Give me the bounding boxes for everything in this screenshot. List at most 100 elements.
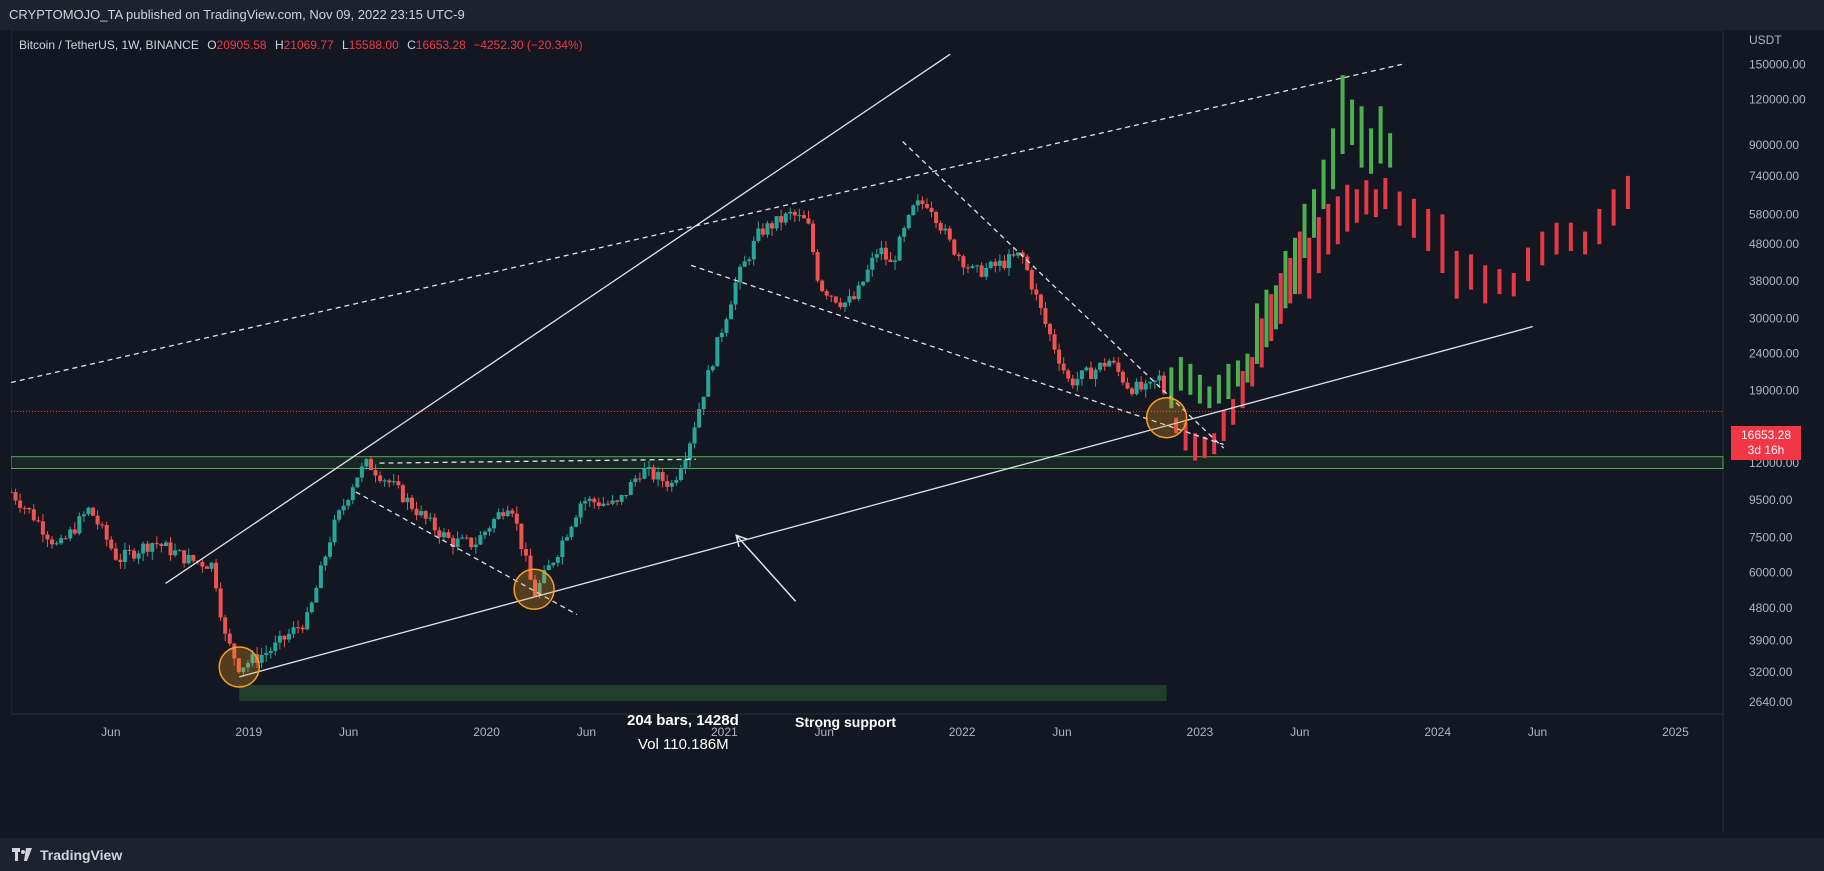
candle-bear: [1139, 381, 1144, 390]
candle-bull: [555, 557, 560, 563]
candle-bear: [665, 481, 670, 487]
candle-bull: [268, 651, 273, 653]
candle-bear: [1057, 349, 1062, 364]
candle-bear: [223, 617, 228, 634]
candle-bull: [687, 443, 692, 460]
legend-open: 20905.58: [216, 38, 267, 52]
candle-bull: [610, 500, 615, 504]
candle-bull: [569, 526, 574, 538]
candle-bear: [965, 267, 970, 269]
candle-bull: [318, 565, 323, 589]
time-tick-label: 2023: [1187, 725, 1214, 739]
candle-bear: [1061, 363, 1066, 371]
candle-bear: [95, 515, 100, 525]
projection-bar-green: [1169, 367, 1174, 409]
candle-bear: [1025, 256, 1030, 270]
legend-open-label: O: [207, 38, 217, 52]
legend-low: 15588.00: [348, 38, 399, 52]
candle-bull: [861, 281, 866, 286]
candle-bull: [842, 302, 847, 308]
candle-bull: [337, 510, 342, 520]
projection-bar-green: [1302, 203, 1307, 258]
candle-bull: [1107, 360, 1112, 367]
price-chart[interactable]: USDT 2640.00 3200.00 3900.00 4800.00 6000.00 7…: [11, 30, 1811, 832]
candle-bull: [86, 507, 91, 515]
candle-bull: [1006, 254, 1011, 269]
candle-bull: [177, 550, 182, 552]
price-tick-label: 9500.00: [1749, 493, 1793, 507]
price-tick-label: 6000.00: [1749, 566, 1793, 580]
price-tick-label: 7500.00: [1749, 530, 1793, 544]
price-tick-label: 30000.00: [1749, 311, 1799, 325]
candle-bull: [273, 642, 278, 652]
candle-bull: [186, 554, 191, 564]
candle-bull: [77, 516, 82, 534]
candle-bull: [788, 211, 793, 214]
candle-bear: [779, 216, 784, 223]
candle-bear: [523, 549, 528, 556]
projection-bar-red: [1278, 273, 1283, 324]
candle-bear: [956, 254, 961, 257]
projection-bar-green: [1359, 106, 1364, 168]
candle-bear: [27, 507, 32, 510]
candle-bull: [1148, 381, 1153, 384]
candle-bull: [1075, 378, 1080, 386]
tradingview-logo-icon: [12, 847, 32, 861]
candle-bull: [428, 517, 433, 519]
projection-bar-green: [1378, 106, 1383, 164]
candle-bear: [31, 509, 36, 521]
highlight-circle: [218, 646, 261, 688]
candle-bear: [227, 633, 232, 644]
candle-bull: [738, 266, 743, 283]
chart-area[interactable]: USDT 2640.00 3200.00 3900.00 4800.00 6000.00 7…: [11, 30, 1811, 832]
candle-bear: [36, 520, 41, 522]
footer-bar: TradingView: [0, 838, 1824, 871]
legend-high: 21069.77: [283, 38, 334, 52]
projection-bar-red: [1554, 222, 1559, 255]
candle-bear: [501, 512, 506, 517]
price-tick-label: 4800.00: [1749, 601, 1793, 615]
candle-bull: [710, 366, 715, 371]
time-tick-label: Jun: [1290, 725, 1309, 739]
candle-bull: [674, 479, 679, 483]
candle-bear: [469, 537, 474, 548]
projection-bar-red: [1583, 231, 1588, 255]
current-price-value: 16653.28: [1740, 428, 1792, 442]
trendline-solid: [165, 53, 951, 585]
candle-bear: [820, 280, 825, 292]
projection-bar-red: [1307, 237, 1312, 299]
candle-bear: [519, 523, 524, 550]
candle-bear: [18, 500, 23, 508]
candle-bear: [387, 480, 392, 483]
plot-frame: [11, 30, 1724, 715]
candle-bear: [109, 539, 114, 549]
candle-bull: [678, 469, 683, 480]
candle-bull: [870, 257, 875, 270]
price-axis-unit: USDT: [1749, 33, 1782, 47]
price-tick-label: 2640.00: [1749, 695, 1793, 709]
support-zone: [11, 456, 1724, 469]
candle-bear: [888, 259, 893, 263]
candle-bull: [537, 582, 542, 597]
strong-support-label: Strong support: [795, 714, 897, 730]
projection-bar-red: [1625, 175, 1630, 210]
candle-bear: [510, 510, 515, 514]
candle-bull: [492, 519, 497, 529]
candle-bear: [920, 200, 925, 205]
candle-bear: [204, 566, 209, 569]
candle-bull: [847, 296, 852, 303]
candle-bear: [1111, 360, 1116, 363]
bar-countdown: 3d 16h: [1747, 443, 1785, 457]
candle-bull: [241, 667, 246, 673]
candle-bear: [1161, 375, 1166, 394]
price-tick-label: 48000.00: [1749, 237, 1799, 251]
tradingview-brand: TradingView: [40, 846, 123, 863]
projection-bar-red: [1231, 399, 1236, 425]
candle-bear: [214, 562, 219, 589]
candle-bull: [911, 205, 916, 216]
projection-bar-green: [1321, 159, 1326, 210]
candle-bear: [1120, 371, 1125, 383]
projection-bar-red: [1454, 250, 1459, 299]
candle-bear: [154, 543, 159, 545]
candle-bull: [715, 337, 720, 367]
